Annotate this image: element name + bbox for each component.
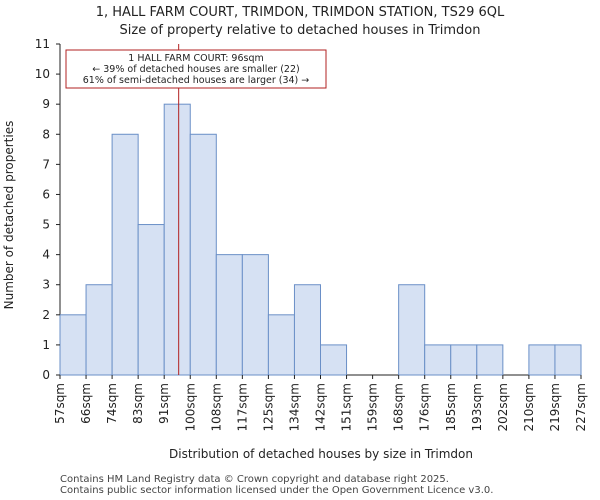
x-tick-label: 117sqm — [235, 383, 249, 431]
x-tick-label: 176sqm — [418, 383, 432, 431]
y-tick-label: 5 — [42, 218, 50, 232]
plot-area: 0 1 2 3 4 5 6 7 8 9 10 11 57sqm 66sqm 74sqm 83sqm 91sqm 1… — [35, 37, 588, 431]
histogram-bar — [85, 284, 113, 376]
histogram-bar — [476, 344, 504, 376]
x-tick-label: 210sqm — [522, 383, 536, 431]
x-tick-label: 142sqm — [314, 383, 328, 431]
x-tick-label: 202sqm — [496, 383, 510, 431]
x-tick-label: 100sqm — [183, 383, 197, 431]
histogram-bar — [293, 284, 322, 376]
x-tick-label: 151sqm — [340, 383, 354, 431]
x-tick-label: 66sqm — [79, 383, 93, 424]
chart-subtitle: Size of property relative to detached ho… — [120, 23, 481, 38]
histogram-bar — [163, 103, 191, 376]
footer-licence: Contains public sector information licen… — [60, 485, 494, 496]
x-tick-label: 227sqm — [574, 383, 588, 431]
annotation-smaller: ← 39% of detached houses are smaller (22… — [92, 64, 299, 75]
x-tick-label: 83sqm — [131, 383, 145, 424]
y-tick-label: 4 — [42, 248, 50, 262]
y-tick-label: 9 — [42, 97, 50, 111]
y-tick-label: 8 — [42, 127, 50, 141]
x-tick-label: 193sqm — [470, 383, 484, 431]
histogram-bar — [59, 314, 87, 376]
y-tick-label: 6 — [42, 187, 50, 201]
chart-title: 1, HALL FARM COURT, TRIMDON, TRIMDON STA… — [96, 5, 505, 20]
x-tick-label: 57sqm — [53, 383, 67, 424]
y-axis-label: Number of detached properties — [2, 121, 16, 310]
histogram-bar — [137, 224, 165, 376]
x-tick-label: 91sqm — [157, 383, 171, 424]
x-tick-label: 74sqm — [105, 383, 119, 424]
annotation-title: 1 HALL FARM COURT: 96sqm — [128, 53, 264, 64]
y-tick-label: 10 — [35, 67, 50, 81]
y-tick-label: 7 — [42, 157, 50, 171]
histogram-bar — [320, 344, 348, 376]
histogram-bar — [267, 314, 295, 376]
x-tick-label: 185sqm — [444, 383, 458, 431]
histogram-bar — [554, 344, 582, 376]
y-tick-label: 11 — [35, 37, 50, 51]
histogram-bar — [528, 344, 556, 376]
histogram-bar — [111, 133, 139, 376]
histogram-bar — [189, 133, 217, 376]
histogram-bar — [424, 344, 452, 376]
y-tick-label: 1 — [42, 338, 50, 352]
histogram-bar — [450, 344, 478, 376]
annotation-larger: 61% of semi-detached houses are larger (… — [83, 75, 310, 86]
x-axis-label: Distribution of detached houses by size … — [169, 447, 473, 461]
x-tick-label: 168sqm — [392, 383, 406, 431]
y-tick-label: 3 — [42, 278, 50, 292]
x-tick-label: 108sqm — [209, 383, 223, 431]
footer-copyright: Contains HM Land Registry data © Crown c… — [60, 474, 449, 485]
x-tick-label: 125sqm — [261, 383, 275, 431]
x-tick-label: 134sqm — [287, 383, 301, 431]
histogram-bar — [241, 254, 269, 376]
y-tick-label: 0 — [42, 368, 50, 382]
histogram-bar — [398, 284, 426, 376]
x-tick-label: 159sqm — [366, 383, 380, 431]
x-tick-label: 219sqm — [548, 383, 562, 431]
histogram-bar — [215, 254, 243, 376]
annotation-box — [65, 49, 327, 89]
y-tick-label: 2 — [42, 308, 50, 322]
